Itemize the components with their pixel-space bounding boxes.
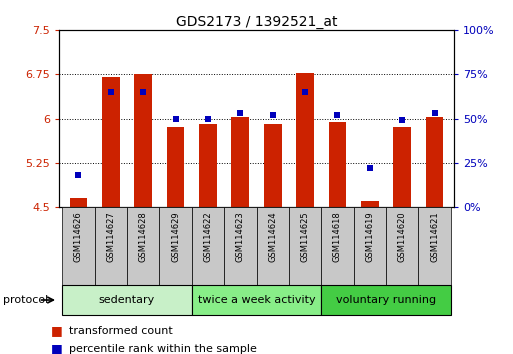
Bar [199,125,217,207]
FancyBboxPatch shape [419,207,451,285]
Text: GSM114626: GSM114626 [74,211,83,262]
Text: GSM114625: GSM114625 [301,211,309,262]
Text: GSM114618: GSM114618 [333,211,342,262]
Point [366,165,374,171]
Bar [264,125,282,207]
Text: GSM114622: GSM114622 [204,211,212,262]
Bar [167,127,185,207]
FancyBboxPatch shape [94,207,127,285]
Bar [134,74,152,207]
Text: transformed count: transformed count [69,326,173,336]
FancyBboxPatch shape [321,207,353,285]
Bar [102,77,120,207]
Title: GDS2173 / 1392521_at: GDS2173 / 1392521_at [176,15,337,29]
Text: protocol: protocol [3,295,48,305]
Point [139,89,147,95]
Point [204,116,212,121]
FancyBboxPatch shape [62,285,192,315]
Text: GSM114628: GSM114628 [139,211,148,262]
FancyBboxPatch shape [192,285,321,315]
Point [333,112,342,118]
Point [74,172,83,178]
Text: GSM114624: GSM114624 [268,211,277,262]
FancyBboxPatch shape [289,207,321,285]
Text: GSM114623: GSM114623 [236,211,245,262]
Bar [426,118,443,207]
Point [301,89,309,95]
Text: percentile rank within the sample: percentile rank within the sample [69,344,257,354]
FancyBboxPatch shape [224,207,256,285]
Text: GSM114619: GSM114619 [365,211,374,262]
Text: GSM114620: GSM114620 [398,211,407,262]
Text: GSM114627: GSM114627 [106,211,115,262]
Text: GSM114629: GSM114629 [171,211,180,262]
Bar [328,121,346,207]
Point [269,112,277,118]
FancyBboxPatch shape [321,285,451,315]
Point [236,110,244,116]
Text: ■: ■ [51,342,63,354]
FancyBboxPatch shape [192,207,224,285]
Point [171,116,180,121]
FancyBboxPatch shape [62,207,94,285]
Point [398,118,406,123]
FancyBboxPatch shape [353,207,386,285]
FancyBboxPatch shape [160,207,192,285]
Bar [361,201,379,207]
FancyBboxPatch shape [386,207,419,285]
Point [107,89,115,95]
Bar [296,73,314,207]
Text: GSM114621: GSM114621 [430,211,439,262]
Text: voluntary running: voluntary running [336,295,436,305]
FancyBboxPatch shape [127,207,160,285]
Bar [70,198,87,207]
Bar [393,127,411,207]
Text: twice a week activity: twice a week activity [198,295,315,305]
FancyBboxPatch shape [256,207,289,285]
Bar [231,118,249,207]
Text: sedentary: sedentary [99,295,155,305]
Text: ■: ■ [51,325,63,337]
Point [430,110,439,116]
